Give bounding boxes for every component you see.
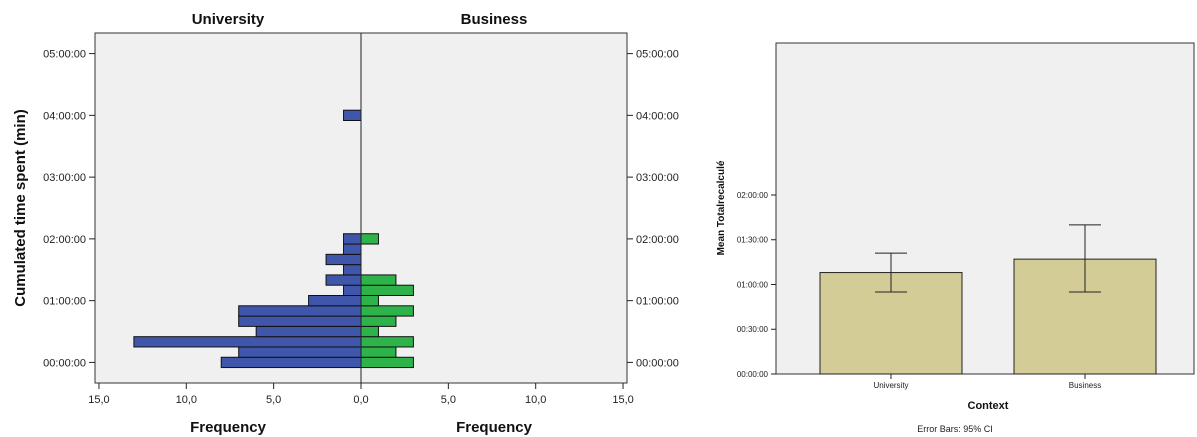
bar-business: [360, 274, 397, 286]
x-tick-label-right: 5,0: [441, 394, 456, 406]
y-tick-label-left: 02:00:00: [43, 234, 86, 246]
x-tick-label-right: 10,0: [525, 394, 546, 406]
x-axis-label-university: Frequency: [190, 419, 267, 436]
bar-x-axis-label: Context: [968, 400, 1009, 412]
bar-university: [325, 274, 362, 286]
panel-title-university: University: [192, 11, 265, 28]
y-tick-label-right: 02:00:00: [636, 234, 679, 246]
y-tick-label-left: 01:00:00: [43, 296, 86, 308]
bar-business: [360, 325, 379, 338]
bar-university: [343, 264, 362, 276]
error-bars-footnote: Error Bars: 95% CI: [917, 424, 993, 434]
x-tick-label-left: 15,0: [88, 394, 109, 406]
bar-business: [360, 305, 414, 317]
panel-title-business: Business: [461, 11, 528, 28]
bar-university: [325, 253, 362, 266]
bar-business: [360, 284, 414, 296]
x-tick-label-left: 10,0: [176, 394, 197, 406]
bar-y-tick-label: 01:00:00: [737, 280, 769, 289]
y-tick-label-right: 00:00:00: [636, 357, 679, 369]
bar-category-label: University: [873, 381, 908, 390]
x-tick-label-left: 0,0: [353, 394, 368, 406]
bar-university: [255, 325, 362, 338]
bar-university: [238, 315, 362, 327]
y-tick-label-right: 01:00:00: [636, 296, 679, 308]
bar-business: [360, 295, 379, 307]
bar-business: [360, 336, 414, 348]
bar-category-label: Business: [1069, 381, 1101, 390]
bar-university: [308, 295, 362, 307]
bar-y-tick-label: 00:00:00: [737, 370, 769, 379]
y-tick-label-left: 03:00:00: [43, 172, 86, 184]
bar-business: [360, 315, 397, 327]
bar-business: [360, 356, 414, 369]
bar-university: [220, 356, 362, 369]
bar-business: [360, 233, 379, 245]
y-tick-label-right: 04:00:00: [636, 110, 679, 122]
bar-y-tick-label: 01:30:00: [737, 236, 769, 245]
pyramid-chart: 00:00:00 00:00:00 01:00:00 01:00:00 02:00:00…: [12, 11, 679, 436]
bar-university: [238, 305, 362, 317]
y-tick-label-right: 05:00:00: [636, 49, 679, 61]
x-tick-label-right: 15,0: [612, 394, 633, 406]
bar-university: [133, 336, 362, 348]
mean-bar-chart: 00:00:00 00:30:00 01:00:00 01:30:00 02:00:00…: [716, 42, 1195, 434]
x-tick-label-left: 5,0: [266, 394, 281, 406]
bar-y-axis-label: Mean Totalrecalculé: [716, 160, 727, 255]
bar-university: [238, 346, 362, 358]
x-axis-label-business: Frequency: [456, 419, 533, 436]
bar-y-tick-label: 00:30:00: [737, 325, 769, 334]
pyramid-y-axis-label: Cumulated time spent (min): [12, 109, 29, 307]
bar-business: [360, 346, 397, 358]
bar-y-tick-label: 02:00:00: [737, 191, 769, 200]
bar-university: [343, 243, 362, 255]
y-tick-label-left: 04:00:00: [43, 110, 86, 122]
y-tick-label-left: 00:00:00: [43, 357, 86, 369]
y-tick-label-right: 03:00:00: [636, 172, 679, 184]
y-tick-label-left: 05:00:00: [43, 49, 86, 61]
bar-university: [343, 233, 362, 245]
bar-university: [343, 284, 362, 296]
bar-university: [343, 109, 362, 121]
